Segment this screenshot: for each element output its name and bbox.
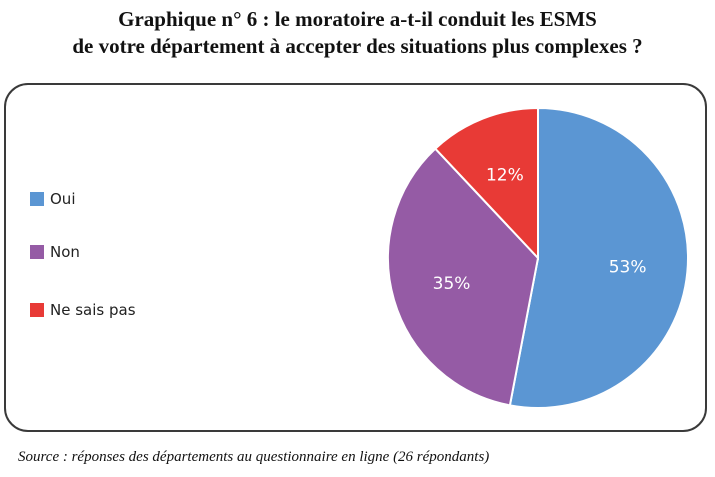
pie-slices xyxy=(387,106,689,409)
legend-item-oui: Oui xyxy=(30,190,75,208)
pie-label-ne-sais-pas: 12% xyxy=(486,165,524,185)
pie-slice-non xyxy=(387,147,540,407)
legend-label-ne-sais-pas: Ne sais pas xyxy=(50,301,136,319)
legend-label-oui: Oui xyxy=(50,190,76,208)
legend-item-non: Non xyxy=(30,243,80,261)
pie-slice-ne-sais-pas xyxy=(433,106,539,261)
pie-labels: 53% 35% 12% xyxy=(433,165,647,294)
pie-label-oui: 53% xyxy=(609,257,647,277)
chart-title-line-2: de votre département à accepter des situ… xyxy=(72,34,643,58)
chart-title-line-1: Graphique n° 6 : le moratoire a-t-il con… xyxy=(118,7,597,31)
pie-label-non: 35% xyxy=(433,274,471,294)
source-note: Source : réponses des départements au qu… xyxy=(18,449,490,465)
legend-item-ne-sais-pas: Ne sais pas xyxy=(30,301,136,319)
chart-title: Graphique n° 6 : le moratoire a-t-il con… xyxy=(0,6,715,60)
legend-swatch-oui xyxy=(30,192,44,206)
legend-swatch-non xyxy=(30,245,44,259)
legend-swatch-ne-sais-pas xyxy=(30,303,44,317)
legend-label-non: Non xyxy=(50,243,80,261)
pie-slice-oui xyxy=(508,106,689,409)
